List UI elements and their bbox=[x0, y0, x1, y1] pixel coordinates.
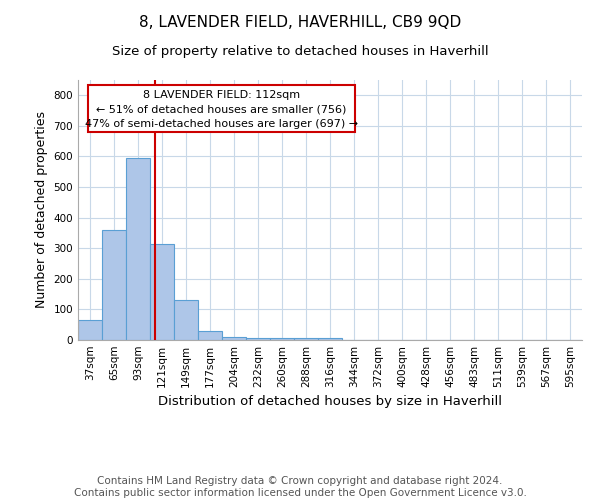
Bar bbox=[198, 332, 222, 340]
Bar bbox=[294, 338, 318, 340]
Bar bbox=[78, 320, 102, 340]
Bar bbox=[318, 338, 342, 340]
Text: ← 51% of detached houses are smaller (756): ← 51% of detached houses are smaller (75… bbox=[97, 104, 347, 115]
Bar bbox=[102, 230, 126, 340]
Text: Size of property relative to detached houses in Haverhill: Size of property relative to detached ho… bbox=[112, 45, 488, 58]
Bar bbox=[222, 337, 246, 340]
Text: 8, LAVENDER FIELD, HAVERHILL, CB9 9QD: 8, LAVENDER FIELD, HAVERHILL, CB9 9QD bbox=[139, 15, 461, 30]
Bar bbox=[174, 300, 198, 340]
Text: 47% of semi-detached houses are larger (697) →: 47% of semi-detached houses are larger (… bbox=[85, 118, 358, 128]
Bar bbox=[126, 158, 150, 340]
X-axis label: Distribution of detached houses by size in Haverhill: Distribution of detached houses by size … bbox=[158, 396, 502, 408]
Text: 8 LAVENDER FIELD: 112sqm: 8 LAVENDER FIELD: 112sqm bbox=[143, 90, 300, 101]
Bar bbox=[246, 338, 270, 340]
Bar bbox=[270, 338, 294, 340]
FancyBboxPatch shape bbox=[88, 85, 355, 132]
Text: Contains HM Land Registry data © Crown copyright and database right 2024.
Contai: Contains HM Land Registry data © Crown c… bbox=[74, 476, 526, 498]
Y-axis label: Number of detached properties: Number of detached properties bbox=[35, 112, 48, 308]
Bar bbox=[150, 244, 174, 340]
